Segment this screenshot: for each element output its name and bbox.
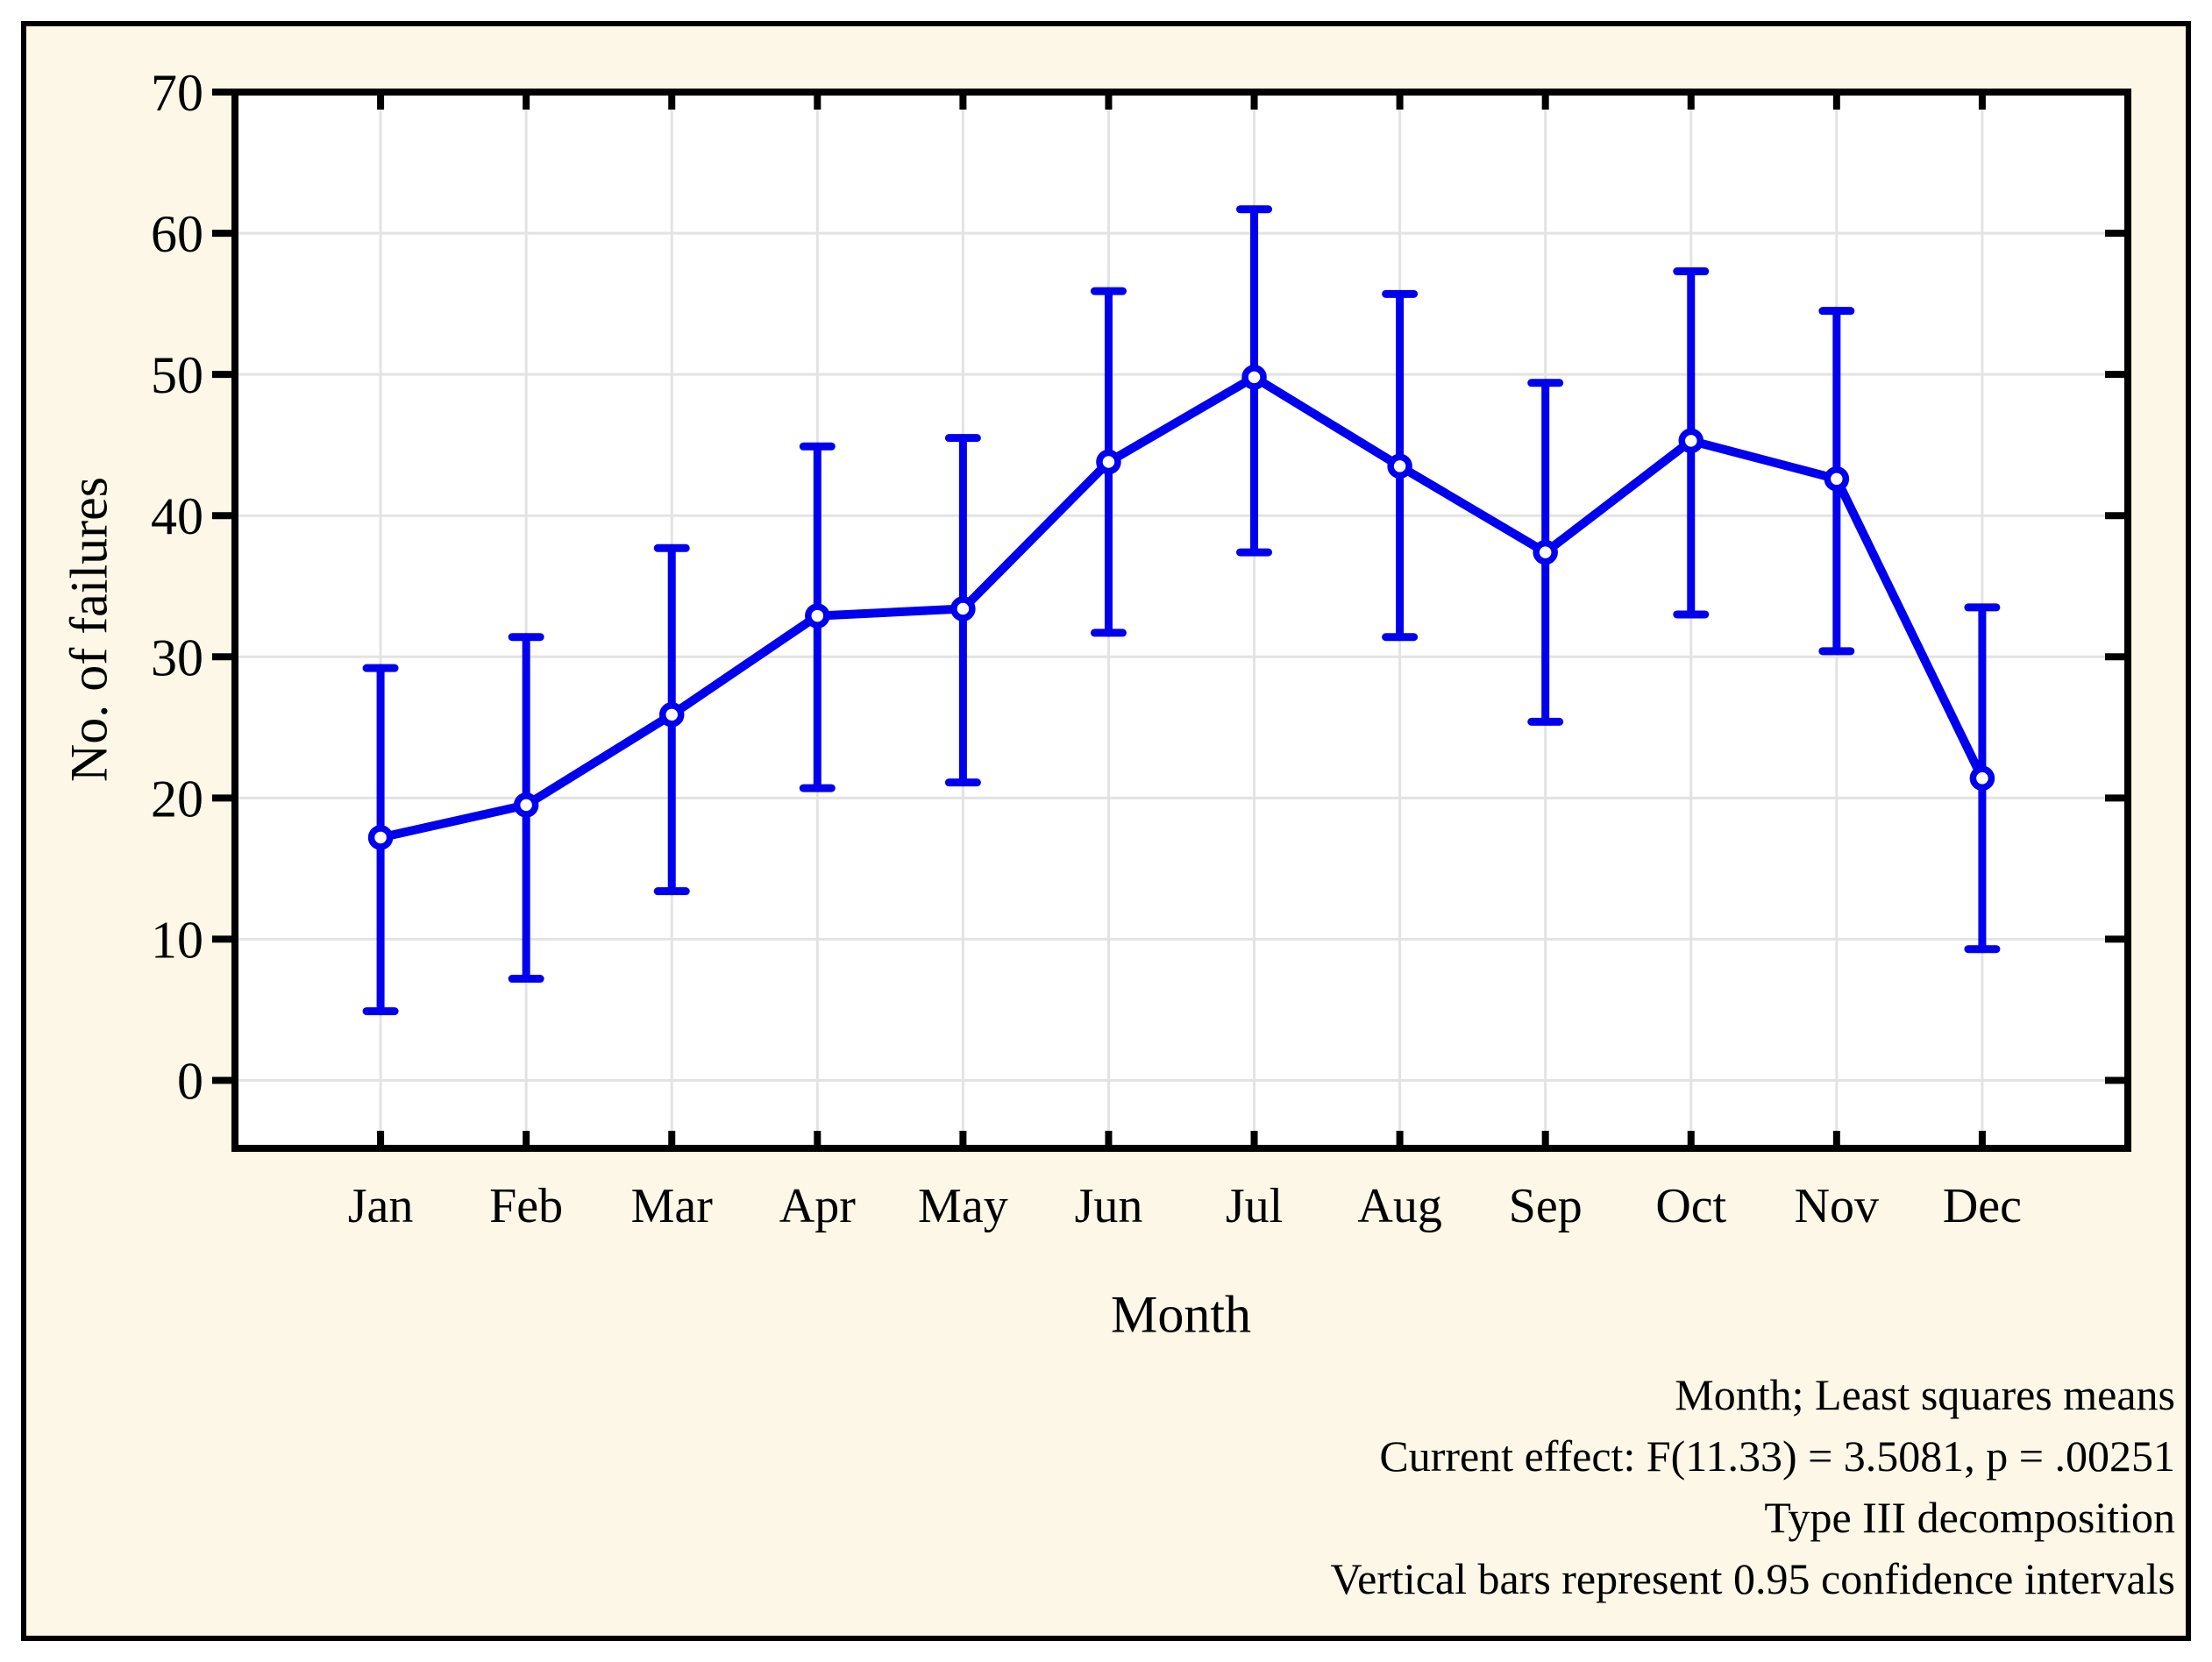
x-tick-label: Mar	[631, 1179, 714, 1233]
y-axis-tick-labels: 0 10 20 30 40 50 60 70	[151, 64, 203, 1111]
data-point-marker	[1678, 428, 1704, 454]
axis-ticks	[212, 89, 2128, 1148]
y-tick-label: 50	[151, 346, 203, 404]
plot-area	[235, 92, 2128, 1148]
series-line	[379, 373, 1987, 842]
x-axis-tick-labels: Jan Feb Mar Apr May Jun Jul Aug Sep Oct Nov Dec	[348, 1179, 2022, 1233]
data-point-marker	[1533, 539, 1558, 565]
data-point-marker	[1969, 765, 1995, 792]
data-point-marker	[805, 603, 830, 629]
x-tick-label: Oct	[1655, 1179, 1726, 1233]
x-tick-label: Feb	[489, 1179, 563, 1233]
y-tick-label: 60	[151, 205, 203, 263]
y-tick-label: 70	[151, 64, 203, 122]
y-axis-title: No. of failures	[60, 476, 118, 783]
x-axis-title: Month	[1110, 1285, 1252, 1344]
x-tick-label: Jan	[348, 1179, 414, 1233]
annotation-line-3: Type III decomposition	[1764, 1493, 2175, 1542]
annotation-line-2: Current effect: F(11.33) = 3.5081, p = .…	[1379, 1431, 2175, 1481]
data-point-marker	[1824, 466, 1850, 492]
y-tick-label: 10	[151, 911, 203, 969]
x-tick-label: Dec	[1943, 1179, 2022, 1233]
x-tick-label: Nov	[1795, 1179, 1879, 1233]
error-bars	[362, 205, 2001, 1016]
data-point-marker	[658, 702, 685, 728]
data-point-marker	[1387, 453, 1412, 479]
series-markers	[367, 365, 1995, 850]
y-tick-label: 20	[151, 770, 203, 827]
data-point-marker	[950, 596, 976, 621]
annotation-line-1: Month; Least squares means	[1675, 1370, 2175, 1419]
x-tick-label: Sep	[1509, 1179, 1583, 1233]
data-point-marker	[1241, 365, 1267, 390]
x-tick-label: Aug	[1357, 1179, 1441, 1233]
axis-frame	[231, 89, 2131, 1152]
data-point-marker	[1096, 449, 1121, 475]
y-tick-label: 0	[177, 1053, 203, 1111]
y-tick-label: 40	[151, 487, 203, 545]
x-tick-label: Apr	[779, 1179, 856, 1233]
data-point-marker	[367, 825, 394, 850]
stats-annotation: Month; Least squares means Current effec…	[1331, 1364, 2175, 1609]
x-tick-label: Jul	[1226, 1179, 1283, 1233]
x-tick-label: May	[918, 1179, 1008, 1233]
x-tick-label: Jun	[1075, 1179, 1143, 1233]
y-tick-label: 30	[151, 629, 203, 686]
data-point-marker	[513, 792, 539, 818]
annotation-line-4: Vertical bars represent 0.95 confidence …	[1330, 1554, 2175, 1603]
